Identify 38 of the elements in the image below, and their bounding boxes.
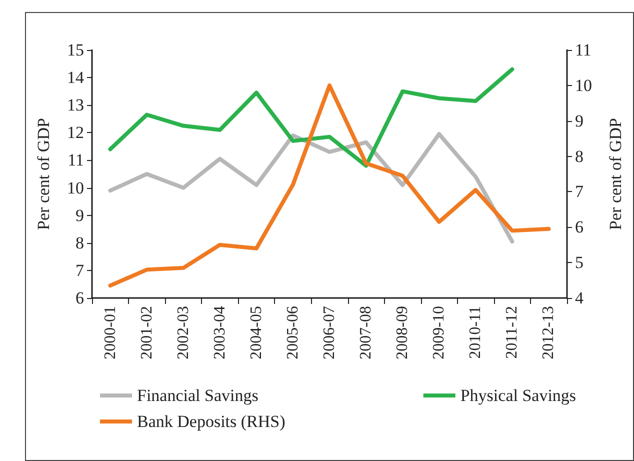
y-tick-label: 7 [76, 260, 84, 280]
x-tick-label: 2011-12 [504, 306, 521, 359]
legend-label: Financial Savings [137, 386, 258, 405]
x-tick-label: 2000-01 [102, 306, 119, 360]
y2-tick-label: 10 [575, 76, 592, 95]
x-tick-label: 2005-06 [284, 306, 302, 360]
y2-tick-label: 7 [575, 182, 584, 202]
y2-tick-label: 9 [575, 111, 584, 130]
x-tick-label: 2008-09 [394, 306, 412, 360]
legend-label: Bank Deposits (RHS) [137, 412, 286, 431]
line-series [108, 67, 514, 168]
y-tick-label: 14 [67, 68, 84, 88]
x-tick-label: 2004-05 [248, 306, 265, 360]
y-tick-label: 9 [76, 206, 84, 225]
x-tick-label: 2002-03 [174, 306, 192, 360]
y-tick-label: 13 [67, 96, 84, 115]
x-tick-label: 2001-02 [138, 306, 156, 360]
line-series [108, 83, 551, 288]
y-tick-label: 11 [68, 150, 84, 170]
x-tick-label: 2006-07 [321, 306, 338, 360]
x-tick-label: 2010-11 [467, 306, 484, 359]
y-tick-label: 8 [76, 233, 84, 252]
x-tick-label: 2009-10 [430, 306, 448, 360]
y2-tick-label: 8 [575, 146, 584, 166]
y-axis-title: Per cent of GDP [34, 118, 53, 230]
y-tick-label: 6 [76, 288, 84, 308]
y2-tick-label: 11 [575, 40, 592, 60]
x-tick-label: 2012-13 [540, 306, 558, 360]
y2-tick-label: 5 [575, 253, 584, 272]
x-tick-label: 2007-08 [358, 306, 375, 360]
y-tick-label: 12 [67, 123, 84, 142]
y2-tick-label: 6 [575, 218, 584, 237]
y2-tick-label: 4 [575, 288, 584, 308]
y-tick-label: 15 [67, 40, 84, 60]
y-tick-label: 10 [67, 178, 84, 198]
legend-label: Physical Savings [460, 386, 576, 405]
y2-axis-title: Per cent of GDP [606, 118, 625, 230]
x-tick-label: 2003-04 [211, 306, 228, 360]
